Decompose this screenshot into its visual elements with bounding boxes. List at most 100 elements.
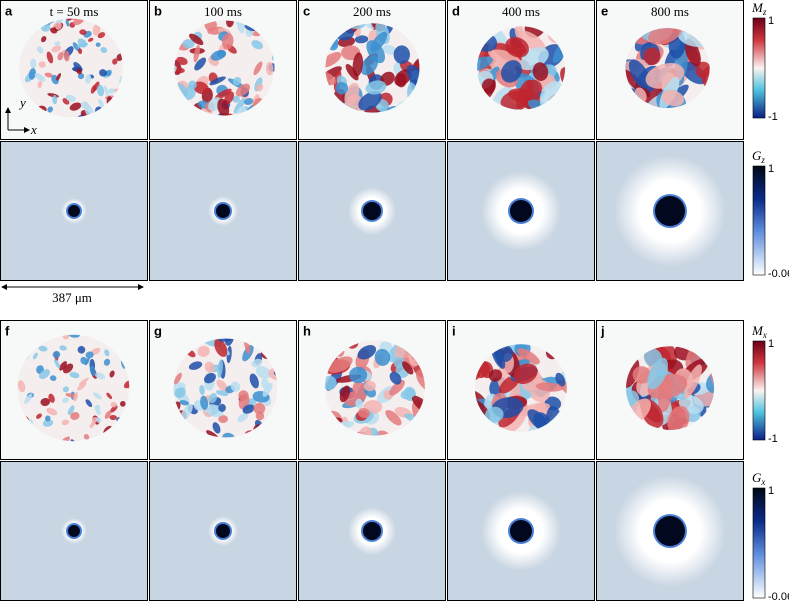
domain [99,69,107,77]
domain [262,382,273,397]
domain [108,88,115,94]
domain [218,415,229,424]
domain [54,358,61,369]
panel-title: 100 ms [204,4,242,19]
domain [232,76,242,86]
domain [358,407,371,419]
domain [110,401,117,408]
domain [188,80,197,90]
symbol: G [752,148,762,163]
domain [354,35,369,44]
domain [98,99,105,109]
y-label: y [18,95,26,110]
panel-letter: i [452,323,456,338]
domain [46,51,54,64]
domain [325,52,342,68]
domain [194,57,207,71]
domain [360,55,379,76]
domain [661,89,685,107]
domain [233,97,246,114]
domain [393,45,411,64]
domain [382,44,397,55]
colorbar [752,340,766,441]
domain [77,382,87,391]
domain [349,366,368,384]
domain [218,403,226,412]
domain [513,363,538,384]
domain [46,407,58,416]
colorbar [752,165,766,276]
subscript: x [760,477,765,487]
domain [643,47,661,66]
domain [104,349,110,357]
domain [481,78,496,94]
domain [17,380,26,393]
domain [251,358,263,368]
domain [90,84,97,94]
domain [56,18,64,24]
domain [517,348,540,365]
domain [96,84,105,97]
magnetization-pattern [625,28,710,108]
panel-letter: b [154,3,162,18]
domain [78,377,89,386]
domain [42,419,54,427]
domain [400,388,416,400]
domain [34,73,46,82]
magnetization-pattern [626,346,715,430]
panel-letter: h [303,323,311,338]
panel-title: 400 ms [502,4,540,19]
domain [179,400,190,406]
domain [76,42,89,48]
domain [24,393,33,404]
pattern-base [19,18,124,118]
panel-letter: f [5,323,10,338]
domain [517,30,546,53]
colorbar-min: -1 [768,433,778,445]
domain [335,81,349,95]
colorbar-label: Gx [752,470,765,487]
domain [684,38,701,67]
panel-letter: d [452,3,460,18]
domain [120,400,126,407]
domain [218,338,236,342]
domain [85,351,94,359]
domain [527,409,549,431]
domain [253,402,266,415]
domain [222,432,236,438]
arrowhead [5,107,11,113]
domain [532,62,549,81]
domain [253,61,263,76]
domain [525,79,543,96]
domain [212,422,221,434]
pattern-base [17,334,130,442]
colorbar-max: 1 [768,485,774,497]
domain [265,61,274,76]
domain [51,45,62,53]
domain [505,37,529,58]
domain [234,106,248,116]
domain [85,399,93,408]
domain [204,372,216,384]
domain [182,39,195,49]
domain [73,392,78,402]
domain [255,366,271,379]
domain [701,66,710,89]
domain [681,61,707,85]
domain [52,94,58,105]
domain [221,33,234,50]
domain [105,70,112,77]
domain [477,56,493,73]
domain [251,40,263,50]
domain [199,385,205,396]
domain [28,68,37,80]
domain [44,72,53,78]
domain [385,409,402,426]
panel-title: 200 ms [353,4,391,19]
colorbar-max: 1 [768,163,774,175]
domain [47,106,53,113]
domain [95,42,101,47]
domain [235,83,251,97]
domain [40,36,47,43]
